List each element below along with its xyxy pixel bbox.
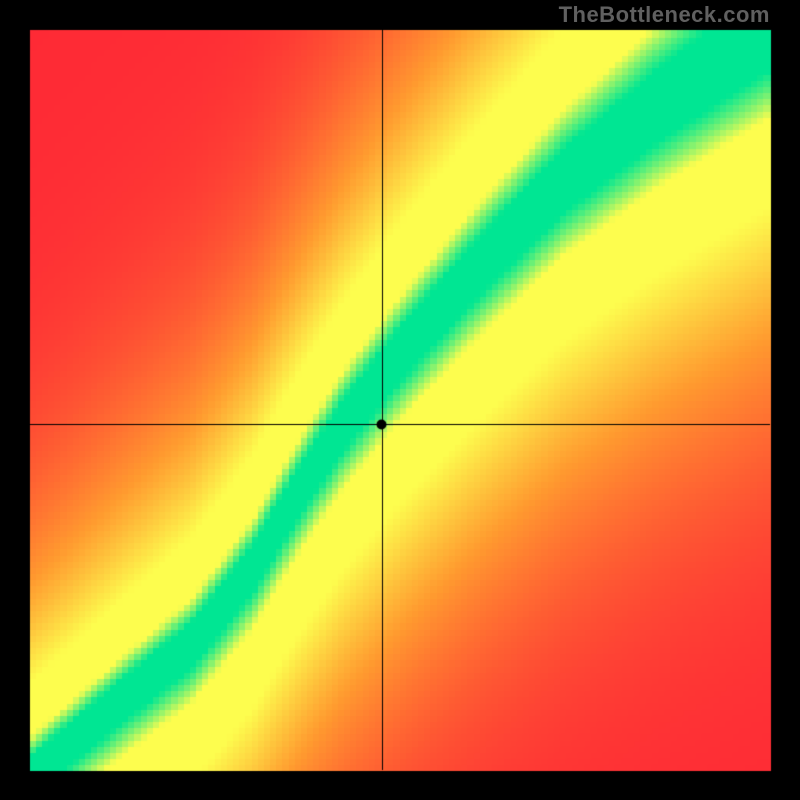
watermark-text: TheBottleneck.com (559, 2, 770, 28)
chart-container: TheBottleneck.com (0, 0, 800, 800)
heatmap-canvas (0, 0, 800, 800)
